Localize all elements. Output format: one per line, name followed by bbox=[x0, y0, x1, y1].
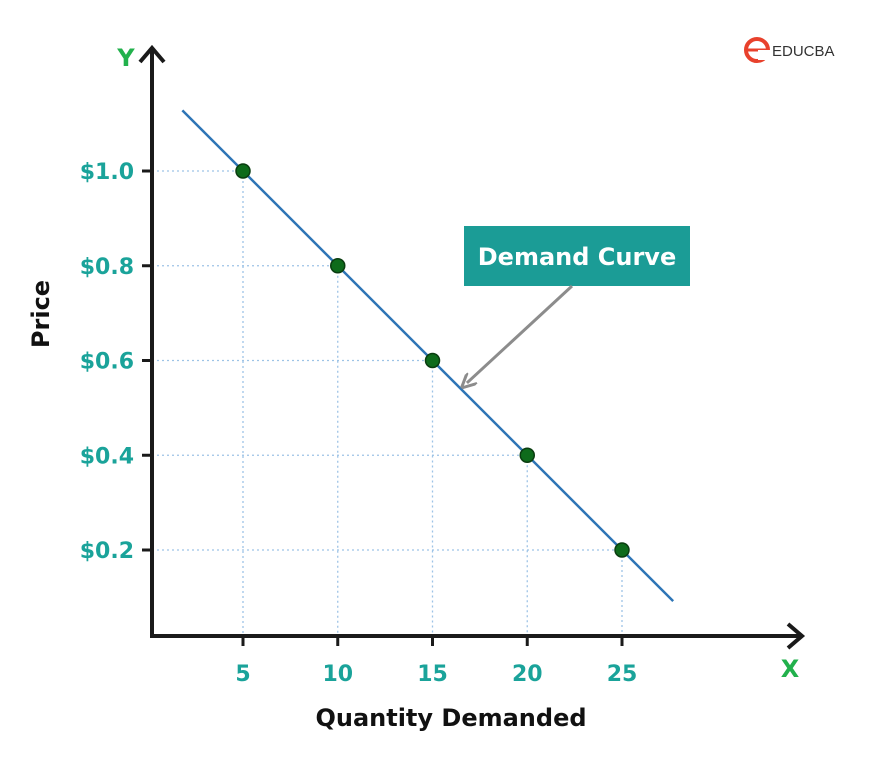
x-tick-label: 5 bbox=[235, 662, 250, 687]
data-point bbox=[235, 163, 251, 179]
x-tick-label: 20 bbox=[512, 662, 543, 687]
y-axis-letter: Y bbox=[116, 44, 135, 72]
y-axis-title: Price bbox=[27, 280, 55, 348]
y-tick-label: $0.4 bbox=[80, 444, 134, 469]
x-tick-label: 10 bbox=[322, 662, 353, 687]
callout-arrow bbox=[467, 284, 574, 383]
data-point bbox=[519, 447, 535, 463]
axes bbox=[138, 44, 806, 650]
x-axis-title: Quantity Demanded bbox=[315, 704, 586, 732]
callout-label: Demand Curve bbox=[478, 243, 676, 271]
tick-labels: $0.2 $0.4 $0.6 $0.8 $1.0 5 10 15 20 25 bbox=[80, 160, 638, 687]
data-point bbox=[614, 542, 630, 558]
demand-curve-callout: Demand Curve bbox=[464, 226, 690, 383]
data-point bbox=[424, 352, 441, 369]
y-tick-label: $0.8 bbox=[80, 255, 134, 280]
educba-logo: EDUCBA bbox=[744, 37, 835, 63]
data-point bbox=[330, 258, 346, 274]
x-axis-arrowhead bbox=[786, 622, 806, 650]
educba-logo-icon bbox=[744, 37, 770, 63]
data-points bbox=[235, 163, 630, 558]
y-axis-arrowhead bbox=[138, 44, 166, 64]
x-tick-label: 15 bbox=[417, 662, 448, 687]
x-axis-letter: X bbox=[781, 655, 800, 683]
callout-box bbox=[464, 226, 690, 286]
y-tick-label: $0.2 bbox=[80, 539, 134, 564]
y-tick-label: $0.6 bbox=[80, 350, 134, 375]
gridlines bbox=[152, 170, 623, 636]
x-tick-label: 25 bbox=[607, 662, 638, 687]
educba-logo-text: EDUCBA bbox=[772, 43, 835, 60]
y-tick-label: $1.0 bbox=[80, 160, 134, 185]
